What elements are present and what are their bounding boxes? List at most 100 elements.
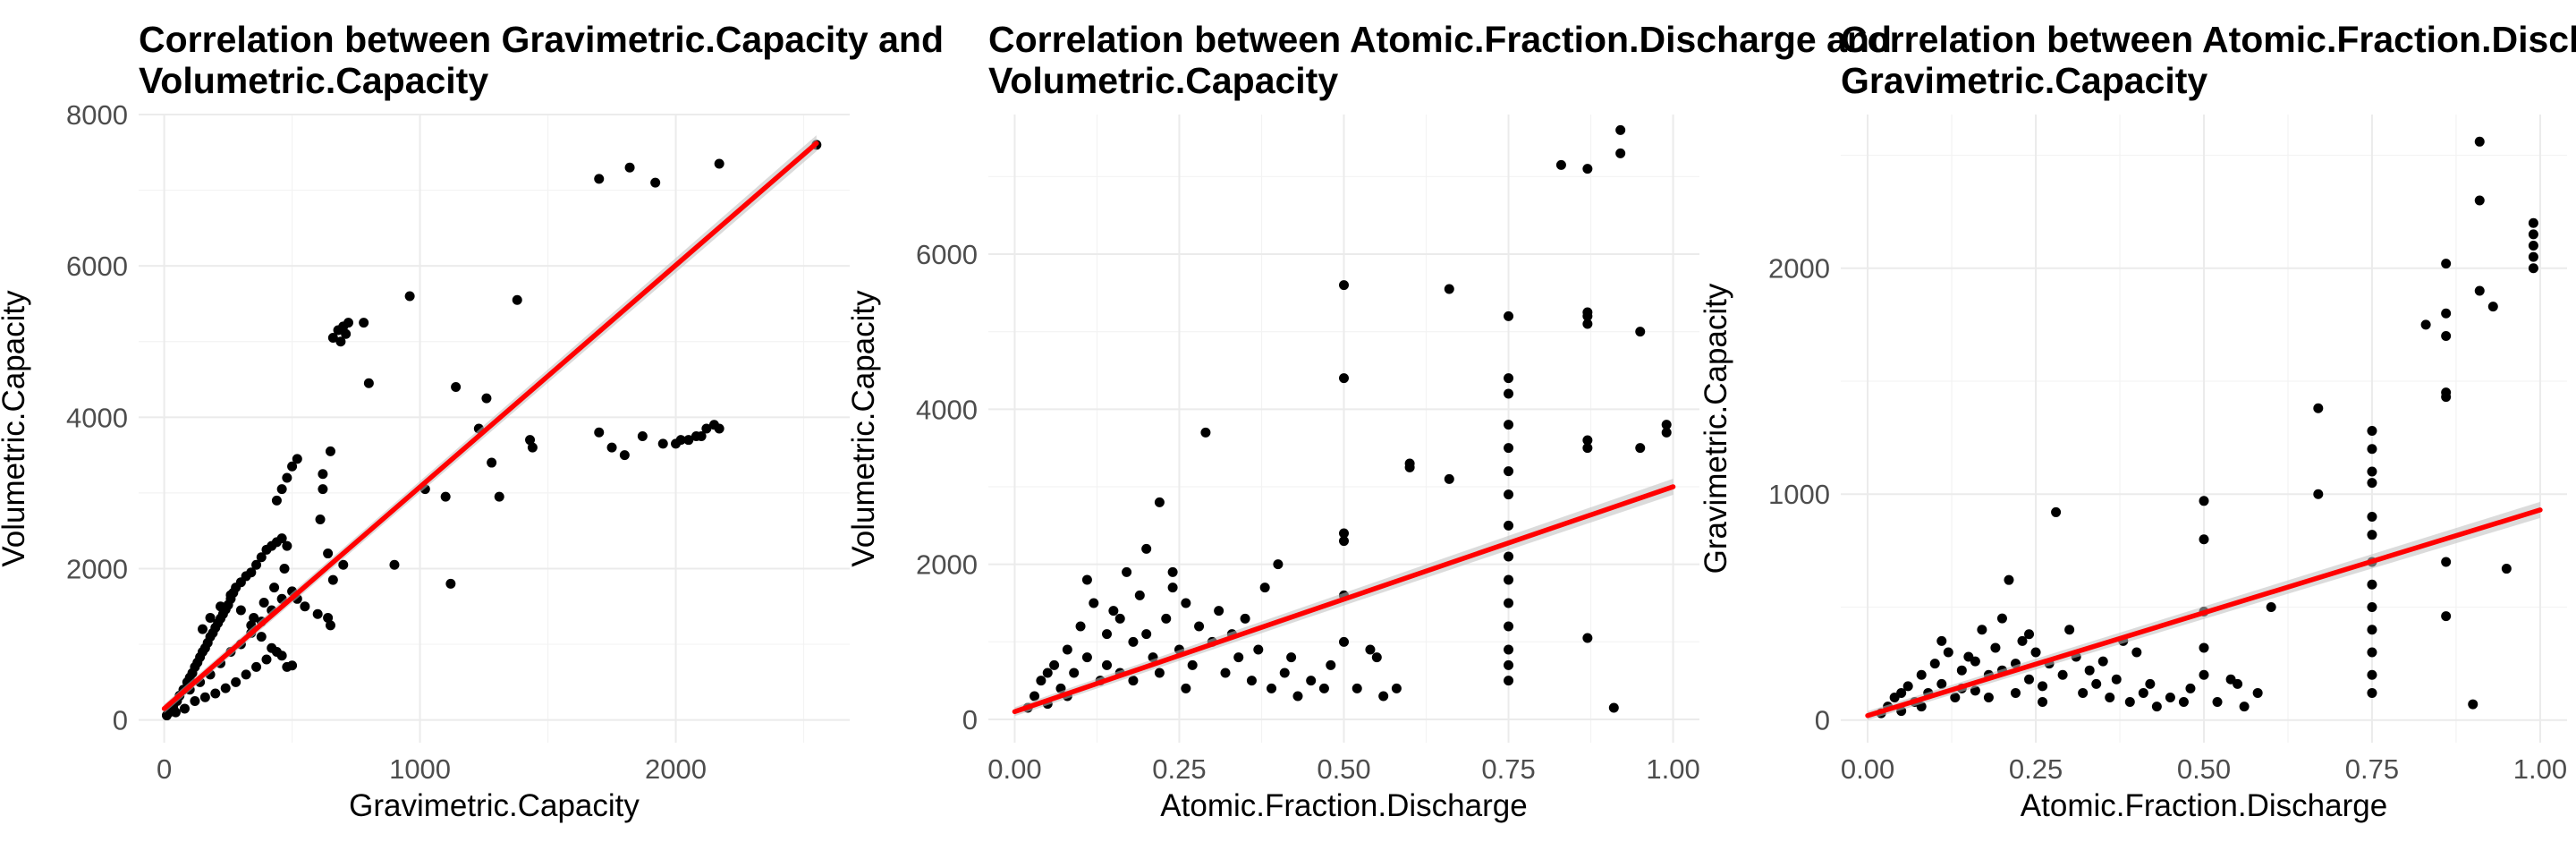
data-point xyxy=(2367,647,2377,658)
data-point xyxy=(1902,681,1913,692)
data-point xyxy=(1936,678,1947,689)
y-tick-label: 6000 xyxy=(66,251,128,282)
y-tick-label: 2000 xyxy=(1768,253,1830,285)
x-tick-label: 0.50 xyxy=(2177,753,2231,785)
x-axis-title: Atomic.Fraction.Discharge xyxy=(2021,788,2387,823)
data-point xyxy=(363,378,374,388)
data-point xyxy=(216,601,226,612)
data-point xyxy=(1391,683,1402,693)
data-point xyxy=(2145,678,2156,689)
data-point xyxy=(1504,373,1514,384)
data-point xyxy=(1167,583,1178,593)
data-point xyxy=(1214,606,1224,617)
data-point xyxy=(279,563,290,574)
x-tick-label: 1.00 xyxy=(2513,753,2567,785)
data-point xyxy=(2111,674,2122,685)
data-point xyxy=(1582,633,1593,643)
data-point xyxy=(2367,478,2377,489)
data-point xyxy=(1194,621,1205,632)
data-point xyxy=(445,578,456,589)
data-point xyxy=(683,435,694,446)
data-point xyxy=(318,469,328,480)
data-point xyxy=(2367,601,2377,612)
data-point xyxy=(594,427,605,438)
data-point xyxy=(2474,285,2485,296)
data-point xyxy=(179,703,190,714)
regression-line xyxy=(1865,507,2543,719)
chart-panel-3: 0.00 0.25 0.50 0.75 1.00 0 1000 2000 Atomic.Frac… xyxy=(1699,115,2567,823)
data-point xyxy=(2252,687,2263,698)
data-point xyxy=(1970,656,1980,667)
y-axis-title: Volumetric.Capacity xyxy=(846,290,881,567)
data-point xyxy=(1042,668,1053,678)
data-point xyxy=(343,318,353,328)
data-point xyxy=(1318,683,1329,693)
data-point xyxy=(1990,642,2001,653)
data-point xyxy=(359,318,369,328)
x-tick-label: 0.50 xyxy=(1317,753,1370,785)
data-point xyxy=(2441,557,2452,567)
data-point xyxy=(2199,534,2209,545)
data-point xyxy=(2528,229,2538,240)
y-tick-label: 0 xyxy=(1815,705,1830,736)
data-point xyxy=(325,446,335,456)
data-point xyxy=(1504,551,1514,562)
data-point xyxy=(1154,497,1165,507)
data-point xyxy=(1943,647,1953,658)
data-point xyxy=(2165,692,2175,702)
chart-panel-1: 0 1000 2000 0 2000 4000 6000 8000 Gravimetric.Ca… xyxy=(0,99,850,823)
data-point xyxy=(1292,691,1303,702)
data-point xyxy=(2078,687,2089,698)
data-point xyxy=(2441,611,2452,622)
data-point xyxy=(2367,530,2377,540)
data-point xyxy=(1200,427,1211,438)
data-point xyxy=(527,442,538,453)
data-point xyxy=(258,598,269,608)
data-point xyxy=(714,158,724,169)
data-point xyxy=(1339,528,1349,539)
data-point xyxy=(251,559,262,570)
data-point xyxy=(1122,566,1132,577)
data-point xyxy=(1504,520,1514,531)
data-point xyxy=(1996,613,2007,624)
data-point xyxy=(1582,307,1593,318)
data-point xyxy=(199,692,210,702)
data-point xyxy=(197,624,208,634)
data-point xyxy=(1936,635,1947,646)
data-point xyxy=(335,336,346,347)
data-point xyxy=(241,669,251,680)
data-point xyxy=(282,540,292,551)
data-point xyxy=(1089,598,1099,608)
data-point xyxy=(1069,668,1080,678)
data-point xyxy=(1134,590,1145,600)
chart-title-line: Volumetric.Capacity xyxy=(988,60,1338,101)
data-point xyxy=(1306,676,1317,686)
x-tick-label: 0.00 xyxy=(987,753,1041,785)
data-point xyxy=(1102,659,1112,670)
data-point xyxy=(1339,636,1349,647)
data-point xyxy=(2367,444,2377,455)
data-point xyxy=(1983,692,1994,702)
data-point xyxy=(1371,652,1382,663)
data-point xyxy=(318,484,328,495)
y-tick-label: 2000 xyxy=(66,553,128,584)
data-point xyxy=(1279,668,1290,678)
data-point xyxy=(1108,606,1119,617)
data-point xyxy=(2367,511,2377,522)
data-point xyxy=(271,495,282,506)
data-point xyxy=(671,438,682,449)
x-axis-title: Gravimetric.Capacity xyxy=(349,788,640,823)
data-point xyxy=(1154,668,1165,678)
data-point xyxy=(1661,427,1672,438)
y-tick-label: 4000 xyxy=(916,394,978,425)
data-point xyxy=(2038,681,2048,692)
x-tick-label: 1000 xyxy=(389,753,451,785)
data-point xyxy=(276,651,287,661)
data-point xyxy=(624,162,635,173)
data-point xyxy=(2185,683,2196,693)
data-point xyxy=(2487,302,2498,312)
data-point xyxy=(481,393,492,404)
data-point xyxy=(2024,629,2035,640)
data-point xyxy=(2441,330,2452,341)
